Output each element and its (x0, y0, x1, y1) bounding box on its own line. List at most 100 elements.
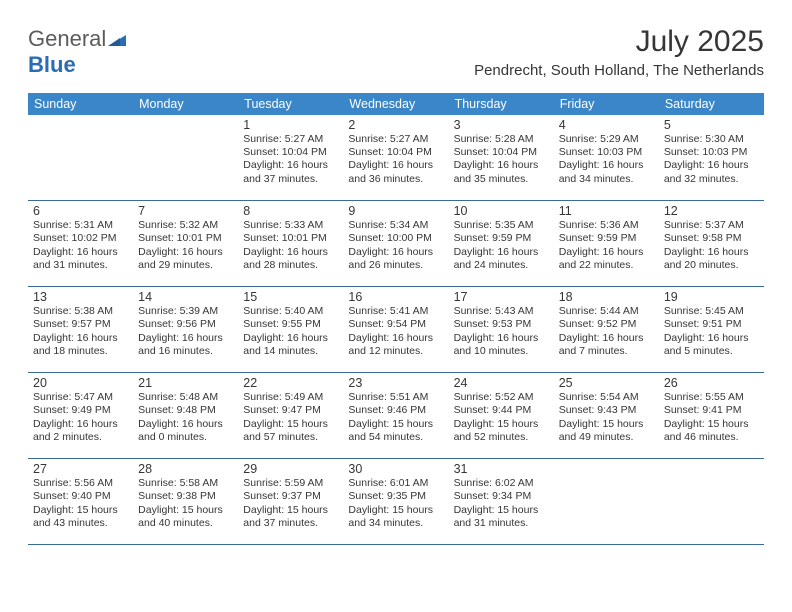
sunrise-text: Sunrise: 5:45 AM (664, 305, 759, 318)
day-info: Sunrise: 5:37 AMSunset: 9:58 PMDaylight:… (664, 219, 759, 273)
sunrise-text: Sunrise: 5:32 AM (138, 219, 233, 232)
day-info: Sunrise: 5:27 AMSunset: 10:04 PMDaylight… (348, 133, 443, 187)
sunrise-text: Sunrise: 5:36 AM (559, 219, 654, 232)
day-info: Sunrise: 5:39 AMSunset: 9:56 PMDaylight:… (138, 305, 233, 359)
day-cell: 5Sunrise: 5:30 AMSunset: 10:03 PMDayligh… (659, 115, 764, 201)
day-cell (554, 459, 659, 545)
sunrise-text: Sunrise: 5:47 AM (33, 391, 128, 404)
sunrise-text: Sunrise: 6:02 AM (454, 477, 549, 490)
sunrise-text: Sunrise: 5:37 AM (664, 219, 759, 232)
day-info: Sunrise: 6:02 AMSunset: 9:34 PMDaylight:… (454, 477, 549, 531)
sunset-text: Sunset: 9:56 PM (138, 318, 233, 331)
page-title: July 2025 (474, 26, 764, 58)
day-cell: 2Sunrise: 5:27 AMSunset: 10:04 PMDayligh… (343, 115, 448, 201)
day-info: Sunrise: 5:34 AMSunset: 10:00 PMDaylight… (348, 219, 443, 273)
day-number: 2 (348, 118, 443, 132)
day-info: Sunrise: 5:36 AMSunset: 9:59 PMDaylight:… (559, 219, 654, 273)
day-number: 12 (664, 204, 759, 218)
sunrise-text: Sunrise: 5:55 AM (664, 391, 759, 404)
day-cell: 4Sunrise: 5:29 AMSunset: 10:03 PMDayligh… (554, 115, 659, 201)
daylight-text: Daylight: 16 hours and 22 minutes. (559, 246, 654, 273)
daylight-text: Daylight: 16 hours and 0 minutes. (138, 418, 233, 445)
day-cell: 24Sunrise: 5:52 AMSunset: 9:44 PMDayligh… (449, 373, 554, 459)
sunset-text: Sunset: 9:41 PM (664, 404, 759, 417)
day-info: Sunrise: 5:32 AMSunset: 10:01 PMDaylight… (138, 219, 233, 273)
day-number: 18 (559, 290, 654, 304)
day-cell: 1Sunrise: 5:27 AMSunset: 10:04 PMDayligh… (238, 115, 343, 201)
logo-part1: General (28, 26, 106, 51)
week-row: 27Sunrise: 5:56 AMSunset: 9:40 PMDayligh… (28, 459, 764, 545)
day-number: 26 (664, 376, 759, 390)
day-number: 7 (138, 204, 233, 218)
location-subtitle: Pendrecht, South Holland, The Netherland… (474, 62, 764, 79)
daylight-text: Daylight: 16 hours and 24 minutes. (454, 246, 549, 273)
sunset-text: Sunset: 10:04 PM (243, 146, 338, 159)
day-cell: 21Sunrise: 5:48 AMSunset: 9:48 PMDayligh… (133, 373, 238, 459)
day-header-row: Sunday Monday Tuesday Wednesday Thursday… (28, 93, 764, 115)
week-row: 20Sunrise: 5:47 AMSunset: 9:49 PMDayligh… (28, 373, 764, 459)
daylight-text: Daylight: 15 hours and 34 minutes. (348, 504, 443, 531)
header: GeneralBlue July 2025 Pendrecht, South H… (28, 26, 764, 79)
day-info: Sunrise: 5:35 AMSunset: 9:59 PMDaylight:… (454, 219, 549, 273)
sunset-text: Sunset: 10:03 PM (664, 146, 759, 159)
sunset-text: Sunset: 9:49 PM (33, 404, 128, 417)
sunrise-text: Sunrise: 5:58 AM (138, 477, 233, 490)
daylight-text: Daylight: 15 hours and 54 minutes. (348, 418, 443, 445)
day-cell: 9Sunrise: 5:34 AMSunset: 10:00 PMDayligh… (343, 201, 448, 287)
sunrise-text: Sunrise: 5:27 AM (243, 133, 338, 146)
sunset-text: Sunset: 9:47 PM (243, 404, 338, 417)
day-info: Sunrise: 5:45 AMSunset: 9:51 PMDaylight:… (664, 305, 759, 359)
day-number: 30 (348, 462, 443, 476)
sunset-text: Sunset: 9:55 PM (243, 318, 338, 331)
day-cell: 30Sunrise: 6:01 AMSunset: 9:35 PMDayligh… (343, 459, 448, 545)
day-cell: 28Sunrise: 5:58 AMSunset: 9:38 PMDayligh… (133, 459, 238, 545)
daylight-text: Daylight: 16 hours and 26 minutes. (348, 246, 443, 273)
day-number: 29 (243, 462, 338, 476)
sunrise-text: Sunrise: 5:41 AM (348, 305, 443, 318)
day-info: Sunrise: 5:54 AMSunset: 9:43 PMDaylight:… (559, 391, 654, 445)
sunrise-text: Sunrise: 5:39 AM (138, 305, 233, 318)
sunrise-text: Sunrise: 5:28 AM (454, 133, 549, 146)
day-number: 14 (138, 290, 233, 304)
daylight-text: Daylight: 16 hours and 7 minutes. (559, 332, 654, 359)
day-number: 1 (243, 118, 338, 132)
day-info: Sunrise: 5:51 AMSunset: 9:46 PMDaylight:… (348, 391, 443, 445)
logo-part2: Blue (28, 52, 76, 77)
sunrise-text: Sunrise: 5:52 AM (454, 391, 549, 404)
day-cell: 16Sunrise: 5:41 AMSunset: 9:54 PMDayligh… (343, 287, 448, 373)
day-info: Sunrise: 5:48 AMSunset: 9:48 PMDaylight:… (138, 391, 233, 445)
daylight-text: Daylight: 16 hours and 18 minutes. (33, 332, 128, 359)
week-row: 6Sunrise: 5:31 AMSunset: 10:02 PMDayligh… (28, 201, 764, 287)
daylight-text: Daylight: 15 hours and 31 minutes. (454, 504, 549, 531)
sunset-text: Sunset: 9:38 PM (138, 490, 233, 503)
daylight-text: Daylight: 16 hours and 36 minutes. (348, 159, 443, 186)
sunset-text: Sunset: 9:37 PM (243, 490, 338, 503)
day-cell: 12Sunrise: 5:37 AMSunset: 9:58 PMDayligh… (659, 201, 764, 287)
sunset-text: Sunset: 10:01 PM (138, 232, 233, 245)
daylight-text: Daylight: 16 hours and 37 minutes. (243, 159, 338, 186)
dayhead-friday: Friday (554, 93, 659, 115)
daylight-text: Daylight: 16 hours and 5 minutes. (664, 332, 759, 359)
day-cell: 13Sunrise: 5:38 AMSunset: 9:57 PMDayligh… (28, 287, 133, 373)
sunrise-text: Sunrise: 5:51 AM (348, 391, 443, 404)
dayhead-monday: Monday (133, 93, 238, 115)
sunset-text: Sunset: 10:01 PM (243, 232, 338, 245)
daylight-text: Daylight: 15 hours and 37 minutes. (243, 504, 338, 531)
dayhead-tuesday: Tuesday (238, 93, 343, 115)
day-info: Sunrise: 5:49 AMSunset: 9:47 PMDaylight:… (243, 391, 338, 445)
sunset-text: Sunset: 9:40 PM (33, 490, 128, 503)
sunset-text: Sunset: 9:57 PM (33, 318, 128, 331)
day-cell: 3Sunrise: 5:28 AMSunset: 10:04 PMDayligh… (449, 115, 554, 201)
logo: GeneralBlue (28, 26, 126, 78)
day-number: 19 (664, 290, 759, 304)
week-row: 13Sunrise: 5:38 AMSunset: 9:57 PMDayligh… (28, 287, 764, 373)
sunset-text: Sunset: 9:54 PM (348, 318, 443, 331)
sunset-text: Sunset: 9:44 PM (454, 404, 549, 417)
sunset-text: Sunset: 9:35 PM (348, 490, 443, 503)
daylight-text: Daylight: 16 hours and 14 minutes. (243, 332, 338, 359)
sunrise-text: Sunrise: 6:01 AM (348, 477, 443, 490)
sunrise-text: Sunrise: 5:40 AM (243, 305, 338, 318)
day-cell: 29Sunrise: 5:59 AMSunset: 9:37 PMDayligh… (238, 459, 343, 545)
day-info: Sunrise: 5:59 AMSunset: 9:37 PMDaylight:… (243, 477, 338, 531)
calendar-table: Sunday Monday Tuesday Wednesday Thursday… (28, 93, 764, 546)
